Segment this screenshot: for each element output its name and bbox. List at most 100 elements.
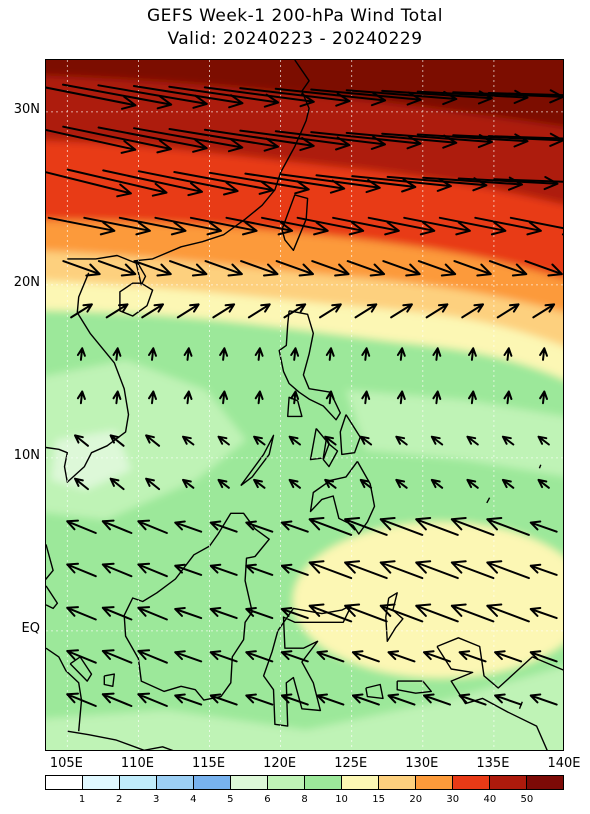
- lat-tick-label: 10N: [13, 447, 40, 463]
- wind-vector-arrow: [137, 606, 168, 621]
- wind-vector-arrow: [208, 171, 310, 195]
- wind-vector-arrow: [283, 303, 307, 319]
- wind-vector-arrow: [529, 563, 558, 576]
- wind-vector-arrow: [486, 603, 530, 623]
- wind-vector-arrow: [395, 435, 408, 446]
- colorbar-label: 4: [190, 794, 197, 805]
- wind-vector-arrow: [457, 176, 559, 191]
- colorbar-segment: [453, 776, 490, 789]
- wind-vector-arrow: [308, 560, 353, 580]
- coastline: [396, 680, 432, 694]
- wind-vector-arrow: [430, 435, 444, 446]
- wind-vector-arrow: [46, 171, 132, 198]
- wind-vector-arrow: [137, 170, 239, 196]
- wind-vector-arrow: [101, 649, 133, 664]
- wind-vector-arrow: [487, 135, 563, 140]
- colorbar-label: 20: [409, 794, 423, 805]
- wind-vector-arrow: [319, 303, 342, 319]
- wind-vector-arrow: [503, 390, 513, 405]
- wind-vector-arrow: [133, 127, 244, 153]
- coastline: [67, 730, 174, 750]
- wind-vector-arrow: [494, 693, 523, 706]
- wind-vector-arrow: [245, 693, 274, 706]
- colorbar-label: 40: [483, 794, 497, 805]
- wind-vector-arrow: [101, 562, 133, 578]
- wind-vector-arrow: [137, 562, 168, 578]
- wind-vector-arrow: [537, 435, 550, 446]
- wind-vector-arrow: [141, 303, 164, 319]
- wind-vector-arrow: [387, 693, 416, 706]
- colorbar-segment: [527, 776, 563, 789]
- coastline: [69, 656, 93, 682]
- wind-vector-arrow: [316, 650, 345, 663]
- wind-vector-arrow: [254, 347, 264, 361]
- wind-vector-arrow: [66, 562, 97, 578]
- colorbar-label: 1: [78, 794, 86, 805]
- wind-vector-arrow: [97, 84, 208, 109]
- wind-vector-arrow: [217, 435, 230, 446]
- wind-vector-arrow: [539, 390, 548, 405]
- colorbar-label: 30: [446, 794, 460, 805]
- wind-vector-arrow: [280, 563, 309, 576]
- lon-tick-label: 125E: [334, 756, 368, 771]
- wind-vector-arrow: [133, 260, 172, 277]
- colorbar-segment: [342, 776, 379, 789]
- wind-vector-arrow: [183, 390, 193, 405]
- wind-vector-arrow: [132, 85, 244, 109]
- lon-tick-label: 140E: [547, 756, 581, 771]
- wind-vector-arrow: [101, 606, 133, 621]
- wind-vector-arrow: [458, 650, 487, 663]
- colorbar-segment: [490, 776, 527, 789]
- wind-vector-arrow: [209, 693, 238, 706]
- wind-vector-arrow: [76, 347, 86, 361]
- wind-vector-arrow: [387, 650, 416, 663]
- wind-vector-arrow: [450, 560, 495, 580]
- wind-vector-arrow: [261, 216, 329, 236]
- colorbar-segment: [231, 776, 268, 789]
- wind-vector-arrow: [344, 517, 388, 536]
- colorbar-label: 10: [335, 794, 348, 805]
- colorbar-segment: [268, 776, 305, 789]
- wind-vector-arrow: [174, 520, 203, 533]
- wind-vector-arrow: [308, 603, 353, 623]
- wind-vector-arrow: [486, 517, 530, 536]
- wind-vector-arrow: [529, 520, 558, 533]
- wind-vector-arrow: [182, 435, 195, 446]
- wind-vector-arrow: [423, 693, 451, 706]
- lon-tick-label: 135E: [476, 756, 510, 771]
- coastline: [278, 310, 341, 421]
- wind-vector-arrow: [359, 435, 373, 446]
- wind-vector-arrow: [382, 260, 421, 277]
- coastline: [46, 585, 59, 610]
- wind-vector-arrow: [145, 477, 161, 491]
- coastline: [365, 683, 384, 700]
- wind-vector-arrow: [97, 126, 208, 153]
- wind-vector-arrow: [529, 607, 558, 620]
- wind-vector-arrow: [425, 303, 449, 319]
- wind-vector-arrow: [468, 390, 477, 405]
- wind-vector-arrow: [379, 560, 424, 580]
- chart-subtitle: Valid: 20240223 - 20240229: [167, 29, 423, 49]
- wind-vector-arrow: [537, 478, 550, 489]
- wind-vector-arrow: [325, 347, 335, 361]
- wind-vector-arrow: [204, 260, 243, 277]
- wind-vector-arrow: [430, 478, 444, 489]
- colorbar-label: 5: [227, 794, 234, 805]
- wind-vector-arrow: [450, 517, 495, 536]
- wind-vector-arrow: [332, 216, 400, 236]
- wind-vector-arrow: [244, 172, 346, 194]
- wind-vector-arrow: [209, 563, 238, 576]
- coastline: [262, 604, 353, 727]
- wind-vector-arrow: [209, 520, 238, 533]
- wind-vector-arrow: [174, 693, 203, 706]
- wind-vector-arrow: [253, 435, 266, 446]
- wind-vector-arrow: [101, 519, 133, 534]
- wind-vector-arrow: [458, 693, 487, 706]
- wind-vector-arrow: [169, 260, 208, 277]
- wind-map: [45, 59, 564, 751]
- wind-vector-arrow: [280, 650, 309, 663]
- wind-vector-arrow: [219, 390, 229, 405]
- coastline: [436, 637, 563, 750]
- wind-vector-arrow: [344, 603, 388, 623]
- wind-vector-arrow: [288, 478, 301, 489]
